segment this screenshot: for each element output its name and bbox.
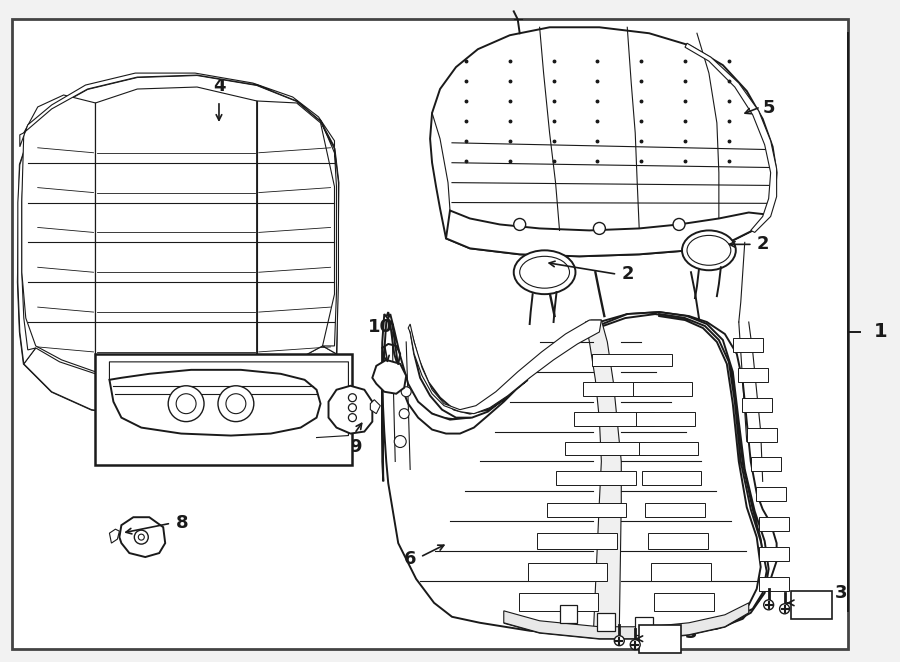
Circle shape — [348, 404, 356, 412]
Circle shape — [168, 386, 204, 422]
Polygon shape — [20, 73, 335, 147]
Polygon shape — [110, 529, 120, 543]
Bar — [639, 625, 681, 653]
Circle shape — [226, 394, 246, 414]
Polygon shape — [120, 517, 166, 557]
Bar — [759, 517, 788, 531]
Text: 6: 6 — [403, 550, 416, 568]
Text: 3: 3 — [834, 584, 847, 602]
Bar — [547, 503, 626, 517]
Bar — [759, 547, 788, 561]
Circle shape — [394, 436, 406, 448]
Bar — [95, 354, 353, 465]
Circle shape — [401, 387, 411, 397]
Bar — [565, 442, 645, 455]
Bar — [592, 354, 672, 366]
Polygon shape — [95, 87, 256, 380]
Ellipse shape — [682, 230, 736, 270]
Bar — [574, 412, 654, 426]
Polygon shape — [22, 95, 95, 372]
Text: 1: 1 — [874, 322, 887, 342]
Bar — [652, 563, 711, 581]
Bar — [644, 503, 705, 517]
Circle shape — [630, 639, 640, 649]
Bar — [648, 533, 707, 549]
Text: 3: 3 — [685, 624, 698, 641]
Polygon shape — [18, 75, 338, 418]
Polygon shape — [410, 312, 769, 639]
Bar — [642, 471, 701, 485]
Bar — [734, 338, 763, 352]
Bar — [654, 593, 714, 611]
Polygon shape — [382, 312, 777, 635]
Circle shape — [134, 530, 148, 544]
Circle shape — [139, 534, 144, 540]
Text: 9: 9 — [349, 438, 362, 455]
Bar — [635, 412, 696, 426]
Text: 10: 10 — [368, 318, 392, 336]
Circle shape — [779, 604, 789, 614]
Circle shape — [615, 636, 625, 645]
Circle shape — [348, 394, 356, 402]
Text: 4: 4 — [212, 77, 225, 95]
Circle shape — [176, 394, 196, 414]
Text: 7: 7 — [215, 335, 227, 353]
Circle shape — [593, 222, 606, 234]
Circle shape — [673, 218, 685, 230]
Bar — [759, 577, 788, 591]
Bar — [756, 487, 786, 501]
Polygon shape — [504, 603, 749, 639]
Text: 2: 2 — [621, 265, 634, 283]
Bar — [527, 563, 608, 581]
Bar — [752, 457, 781, 471]
Bar — [639, 442, 698, 455]
Bar — [742, 398, 772, 412]
Polygon shape — [446, 211, 767, 256]
Polygon shape — [373, 360, 406, 394]
Polygon shape — [382, 314, 527, 481]
Text: 8: 8 — [176, 514, 189, 532]
Circle shape — [218, 386, 254, 422]
Polygon shape — [23, 346, 337, 418]
Polygon shape — [659, 314, 767, 617]
Text: 5: 5 — [762, 99, 775, 117]
Bar — [518, 593, 598, 611]
Polygon shape — [370, 400, 381, 414]
Bar — [537, 533, 616, 549]
Polygon shape — [409, 320, 601, 414]
Polygon shape — [320, 121, 338, 354]
Polygon shape — [585, 320, 621, 633]
Polygon shape — [685, 43, 777, 232]
Polygon shape — [18, 109, 51, 364]
Circle shape — [764, 600, 774, 610]
Bar — [598, 613, 616, 631]
Polygon shape — [256, 101, 335, 372]
Bar — [556, 471, 636, 485]
Circle shape — [400, 408, 410, 418]
Bar — [635, 617, 653, 635]
Polygon shape — [430, 27, 777, 256]
Bar — [738, 368, 768, 382]
Circle shape — [348, 414, 356, 422]
Bar — [560, 605, 578, 623]
Bar — [583, 382, 663, 396]
Polygon shape — [328, 386, 373, 434]
Ellipse shape — [514, 250, 575, 294]
Bar — [790, 591, 833, 619]
Bar — [747, 428, 777, 442]
Polygon shape — [110, 370, 320, 436]
Circle shape — [514, 218, 526, 230]
Bar — [633, 382, 692, 396]
Text: 2: 2 — [757, 236, 770, 254]
